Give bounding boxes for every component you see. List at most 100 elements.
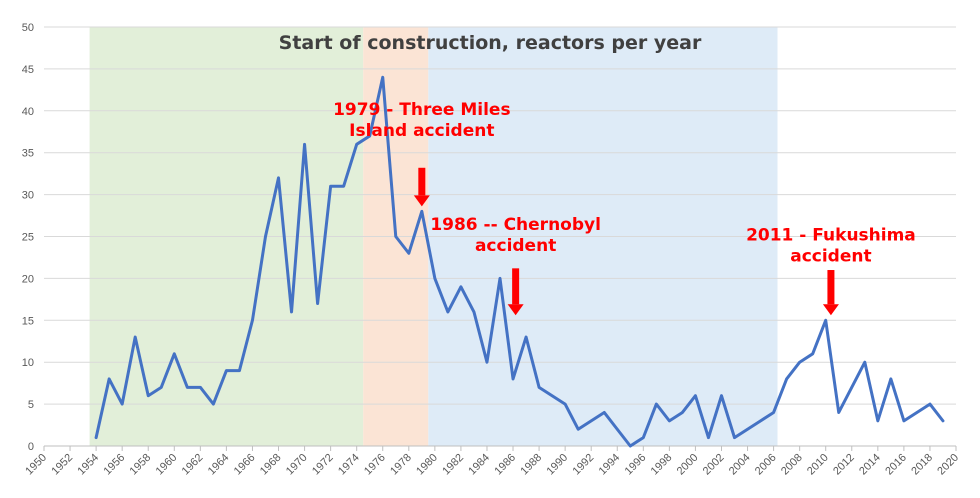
data-point <box>160 386 163 389</box>
data-point <box>759 419 762 423</box>
annotation-text: accident <box>790 247 871 267</box>
x-tick-label: 1958 <box>128 452 154 478</box>
annotation-text: Island accident <box>349 121 494 141</box>
x-tick-label: 2012 <box>831 452 857 478</box>
y-tick-label: 45 <box>22 64 34 76</box>
x-tick-label: 1972 <box>310 452 336 478</box>
data-point <box>550 394 554 397</box>
annotation-arrowhead <box>507 304 524 316</box>
data-point <box>342 185 345 188</box>
annotation-text: 2011 - Fukushima <box>746 226 916 246</box>
data-point <box>368 134 371 138</box>
x-tick-label: 2002 <box>701 452 727 478</box>
data-point <box>107 377 111 381</box>
x-tick-label: 2000 <box>675 452 701 478</box>
annotation-arrowhead <box>822 304 839 316</box>
y-tick-label: 10 <box>22 357 34 369</box>
y-tick-label: 30 <box>22 190 34 202</box>
data-point <box>446 310 450 314</box>
annotation-arrow <box>827 270 835 305</box>
x-tick-label: 1968 <box>258 452 284 478</box>
data-point <box>603 411 606 414</box>
data-point <box>381 76 384 79</box>
data-point <box>537 386 541 389</box>
data-point <box>746 428 749 431</box>
x-tick-label: 2020 <box>935 452 961 478</box>
x-tick-label: 2018 <box>909 452 935 478</box>
data-point <box>576 428 580 431</box>
data-point <box>629 444 632 448</box>
x-tick-label: 2016 <box>883 452 909 478</box>
y-tick-label: 15 <box>22 315 34 327</box>
data-point <box>785 377 788 381</box>
data-point <box>173 352 176 356</box>
x-tick-label: 1960 <box>154 452 180 478</box>
data-point <box>212 402 215 406</box>
data-point <box>915 411 919 414</box>
y-tick-label: 0 <box>28 441 34 453</box>
data-point <box>590 419 593 423</box>
data-point <box>889 377 893 381</box>
data-point <box>394 235 397 238</box>
x-tick-label: 1990 <box>544 452 570 478</box>
data-point <box>290 310 293 314</box>
annotation-text: 1979 - Three Miles <box>333 100 511 120</box>
x-tick-label: 1992 <box>571 452 597 478</box>
annotation-arrow <box>418 167 426 196</box>
y-tick-label: 35 <box>22 148 34 160</box>
x-tick-label: 1994 <box>597 452 623 478</box>
data-point <box>420 210 424 213</box>
annotation-text: 1986 -- Chernobyl <box>430 215 601 235</box>
data-point <box>407 252 410 255</box>
data-point <box>485 361 489 364</box>
x-tick-label: 1956 <box>101 452 127 478</box>
x-tick-label: 1976 <box>362 452 388 478</box>
data-point <box>94 436 98 439</box>
data-point <box>837 411 840 414</box>
x-tick-label: 1988 <box>518 452 544 478</box>
data-point <box>720 394 723 397</box>
data-point <box>303 143 306 146</box>
y-tick-label: 5 <box>28 399 34 411</box>
data-point <box>120 402 124 406</box>
x-tick-label: 1978 <box>388 452 414 478</box>
data-point <box>876 419 880 423</box>
y-tick-label: 50 <box>22 22 34 34</box>
data-point <box>199 386 202 389</box>
x-tick-label: 2014 <box>857 452 883 478</box>
data-point <box>225 369 228 372</box>
data-point <box>134 335 137 339</box>
data-point <box>655 402 658 406</box>
x-tick-label: 1950 <box>23 452 49 478</box>
data-point <box>433 277 437 280</box>
data-point <box>329 185 332 188</box>
data-point <box>355 143 358 146</box>
data-point <box>186 386 189 389</box>
data-point <box>772 411 775 414</box>
y-tick-label: 20 <box>22 273 34 285</box>
annotation-arrow <box>512 268 520 305</box>
data-point <box>511 377 515 381</box>
data-point <box>798 361 801 364</box>
x-tick-label: 1974 <box>336 452 362 478</box>
x-tick-label: 1986 <box>492 452 518 478</box>
data-point <box>928 402 932 406</box>
x-tick-label: 1966 <box>232 452 258 478</box>
x-tick-label: 1982 <box>440 452 466 478</box>
data-point <box>498 277 502 280</box>
data-point <box>694 394 697 397</box>
annotation-text: accident <box>475 236 556 256</box>
data-point <box>264 235 267 238</box>
data-point <box>563 402 567 406</box>
data-point <box>902 419 906 423</box>
data-point <box>811 352 814 356</box>
data-point <box>472 310 476 314</box>
data-point <box>850 386 853 389</box>
x-tick-label: 2006 <box>753 452 779 478</box>
data-point <box>238 369 241 372</box>
x-tick-label: 1984 <box>466 452 492 478</box>
data-point <box>863 361 866 364</box>
data-point <box>681 411 684 414</box>
